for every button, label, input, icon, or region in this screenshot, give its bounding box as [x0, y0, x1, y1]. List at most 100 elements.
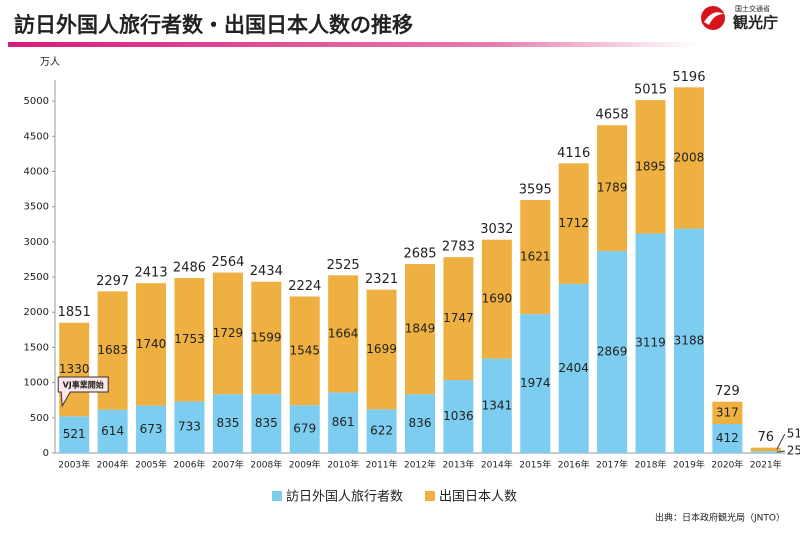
bar-segment: [328, 392, 359, 453]
total-label: 2434: [250, 264, 283, 279]
bar-segment: [251, 281, 282, 395]
x-tick-label: 2021年: [750, 459, 782, 471]
bar-segment: [136, 283, 167, 406]
total-label: 2564: [211, 255, 244, 270]
y-tick-label: 4000: [24, 166, 49, 177]
x-tick-label: 2003年: [58, 459, 90, 471]
value-label: 1753: [174, 332, 205, 346]
value-label: 1974: [520, 376, 551, 390]
x-tick-label: 2007年: [212, 459, 244, 471]
value-label: 1599: [251, 330, 282, 344]
bar-segment: [481, 239, 512, 359]
logo-agency: 観光庁: [733, 14, 778, 32]
total-label: 3595: [519, 182, 552, 197]
legend-swatch: [425, 491, 436, 501]
bar-segment: [673, 228, 704, 453]
bar-segment: [635, 100, 666, 234]
logo-swoosh: [704, 12, 724, 25]
value-label: 1036: [443, 409, 474, 423]
chart-title: 訪日外国人旅行者数・出国日本人数の推移: [14, 13, 413, 37]
value-label: 1789: [597, 181, 628, 195]
legend-label: 出国日本人数: [439, 490, 517, 505]
value-label: 51: [787, 427, 800, 441]
value-label: 1699: [366, 342, 397, 356]
value-label: 2008: [674, 150, 705, 164]
bar-segment: [635, 233, 666, 453]
total-label: 2297: [96, 274, 129, 289]
bar-segment: [558, 163, 589, 284]
x-tick-label: 2018年: [635, 459, 667, 471]
value-label: 1664: [328, 326, 359, 340]
bar-segment: [405, 394, 435, 453]
leader-line: [776, 450, 785, 453]
total-label: 2486: [173, 261, 206, 276]
annotation-box: [57, 376, 109, 408]
value-label: 2869: [597, 345, 628, 359]
value-label: 679: [293, 422, 316, 436]
x-tick-label: 2004年: [97, 459, 129, 471]
bar-segment: [136, 405, 167, 453]
value-label: 835: [216, 416, 239, 430]
value-label: 1330: [59, 362, 90, 376]
value-label: 1712: [558, 216, 589, 230]
value-label: 1683: [97, 343, 128, 357]
value-label: 1849: [405, 322, 436, 336]
value-label: 1690: [482, 292, 513, 306]
bar-segment: [97, 409, 128, 453]
total-label: 4658: [596, 108, 629, 123]
total-label: 3032: [480, 222, 513, 237]
x-tick-label: 2020年: [711, 459, 743, 471]
value-label: 317: [716, 405, 739, 419]
bar-segment: [289, 405, 320, 453]
value-label: 2404: [558, 361, 589, 375]
total-label: 1851: [58, 305, 91, 320]
total-label: 2224: [288, 279, 321, 294]
bar-segment: [597, 251, 628, 453]
value-label: 1545: [289, 343, 320, 357]
y-tick-label: 2500: [24, 272, 49, 283]
value-label: 25: [787, 444, 800, 458]
total-label: 2525: [327, 258, 360, 273]
y-tick-label: 1000: [24, 378, 49, 389]
bar-segment: [366, 409, 397, 453]
value-label: 614: [101, 424, 124, 438]
x-tick-label: 2017年: [596, 459, 628, 471]
logo-ministry: 国土交通省: [735, 4, 770, 13]
legend-swatch: [272, 491, 282, 501]
value-label: 1747: [443, 311, 474, 325]
bar-segment: [443, 380, 474, 453]
y-tick-label: 0: [43, 448, 49, 459]
total-label: 2413: [135, 266, 168, 281]
bar-segment: [520, 314, 551, 453]
y-unit: 万人: [40, 56, 60, 68]
y-tick-label: 5000: [24, 96, 49, 107]
total-label: 5015: [634, 83, 667, 98]
bar-segment: [520, 199, 551, 315]
total-label: 4116: [557, 146, 590, 161]
bar-segment: [750, 451, 781, 453]
value-label: 1621: [520, 250, 551, 264]
annotation: VJ事業開始: [63, 380, 104, 390]
total-label: 729: [715, 384, 740, 399]
x-tick-label: 2009年: [289, 459, 321, 471]
value-label: 861: [332, 415, 355, 429]
leader-line: [776, 433, 786, 450]
title-underline: [8, 42, 698, 47]
total-label: 2685: [403, 247, 436, 262]
bar-segment: [366, 289, 397, 410]
bar-segment: [712, 424, 743, 453]
y-tick-label: 3000: [24, 237, 49, 248]
x-tick-label: 2015年: [519, 459, 551, 471]
value-label: 673: [140, 422, 163, 436]
bar-segment: [405, 264, 435, 395]
x-tick-label: 2005年: [135, 459, 167, 471]
y-tick-label: 1500: [24, 342, 49, 353]
bar-segment: [673, 87, 704, 229]
bar-segment: [59, 416, 90, 453]
x-tick-label: 2013年: [442, 459, 474, 471]
bar-segment: [558, 283, 589, 453]
legend-label: 訪日外国人旅行者数: [286, 489, 403, 505]
total-label: 2321: [365, 272, 398, 287]
value-label: 836: [409, 416, 432, 430]
